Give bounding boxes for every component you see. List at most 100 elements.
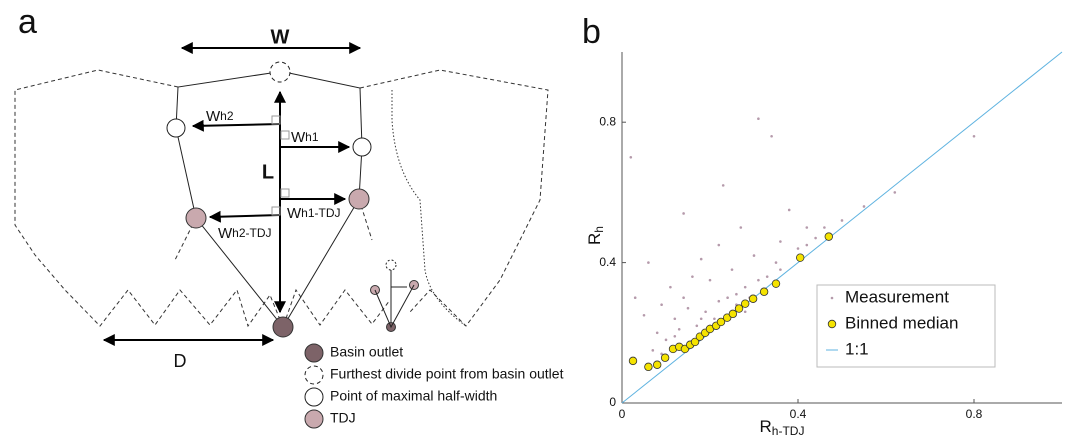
measurement-point bbox=[642, 313, 646, 317]
label-main: W bbox=[218, 225, 233, 242]
measurement-point bbox=[739, 226, 743, 229]
measurement-point bbox=[840, 219, 844, 222]
measurement-point bbox=[743, 285, 747, 289]
y-tick-label: 0 bbox=[609, 395, 616, 409]
legend-label: Furthest divide point from basin outlet bbox=[330, 366, 564, 382]
legend-symbol bbox=[304, 365, 324, 385]
measurement-point bbox=[717, 299, 721, 303]
measurement-point bbox=[695, 324, 699, 328]
y-axis-label: Rh bbox=[585, 226, 606, 245]
width-label: W bbox=[271, 26, 290, 48]
legend-label: Basin outlet bbox=[330, 344, 403, 360]
label-main: W bbox=[206, 108, 221, 125]
measurement-point bbox=[647, 261, 650, 264]
median-point bbox=[824, 232, 833, 241]
label-main: W bbox=[291, 129, 306, 146]
measurement-point bbox=[673, 335, 677, 338]
tdj-point bbox=[185, 207, 207, 229]
half-width-point bbox=[352, 137, 372, 157]
median-point bbox=[628, 356, 638, 366]
median-point bbox=[741, 299, 750, 308]
label-sub: h2-TDJ bbox=[232, 226, 271, 240]
wh1-tdj-label: Wh1-TDJ bbox=[287, 205, 341, 222]
measurement-point bbox=[660, 352, 663, 356]
x-axis-label: Rh-TDJ bbox=[760, 417, 805, 438]
measurement-point bbox=[730, 268, 734, 271]
median-point bbox=[728, 309, 738, 319]
measurement-point bbox=[669, 285, 672, 289]
label-sub: h2 bbox=[220, 109, 234, 123]
measurement-point bbox=[735, 292, 738, 296]
label-main: W bbox=[287, 205, 302, 222]
legend-label: Binned median bbox=[845, 313, 958, 332]
median-point bbox=[644, 362, 653, 372]
label-main: R bbox=[760, 417, 772, 436]
right-angle bbox=[280, 188, 290, 198]
median-point bbox=[748, 294, 758, 303]
measurement-point bbox=[823, 226, 826, 229]
wh2-tdj-label: Wh2-TDJ bbox=[218, 225, 272, 242]
measurement-point bbox=[752, 254, 756, 257]
x-tick-label: 0 bbox=[619, 407, 626, 421]
measurement-point bbox=[862, 205, 866, 208]
measurement-point bbox=[664, 338, 668, 342]
measurement-point bbox=[779, 240, 782, 243]
measurement-point bbox=[972, 134, 976, 138]
measurement-point bbox=[682, 212, 685, 215]
measurement-point bbox=[651, 349, 655, 352]
right-angle bbox=[271, 115, 281, 125]
outer-divide bbox=[14, 69, 391, 329]
panel-label: b bbox=[582, 13, 601, 51]
diagram: W L D Wh2 Wh1 Wh1-TDJ Wh2-TDJ Basin outl… bbox=[14, 26, 564, 429]
measurement-point bbox=[757, 117, 760, 120]
label-sub: h bbox=[592, 226, 606, 233]
divide-point bbox=[269, 61, 291, 83]
measurement-point bbox=[673, 317, 677, 321]
measurement-point bbox=[660, 303, 663, 307]
half-width-arrow bbox=[191, 119, 281, 132]
measurement-point bbox=[633, 296, 637, 300]
right-angle bbox=[280, 130, 290, 140]
legend-label: TDJ bbox=[330, 410, 356, 426]
sub-basin bbox=[391, 90, 467, 327]
distance-label: D bbox=[174, 351, 187, 371]
label-sub: h-TDJ bbox=[772, 424, 805, 438]
scatter-chart: 0 0.4 0.800.40.8Rh-TDJRhMeasurementBinned … bbox=[585, 51, 1063, 438]
measurement-point bbox=[805, 226, 809, 229]
panel-label: a bbox=[18, 3, 37, 41]
length-label: L bbox=[262, 161, 274, 183]
tdj-point bbox=[348, 188, 370, 210]
median-point bbox=[722, 313, 732, 322]
median-point bbox=[796, 253, 805, 262]
measurement-point bbox=[770, 134, 773, 138]
half-width-point bbox=[166, 118, 186, 138]
label-main: R bbox=[585, 233, 604, 245]
legend-label: Measurement bbox=[845, 287, 949, 306]
measurement-point bbox=[796, 247, 800, 250]
y-tick-label: 0.8 bbox=[599, 114, 616, 128]
wh2-label: Wh2 bbox=[206, 108, 234, 125]
median-point bbox=[734, 304, 744, 313]
wh1-label: Wh1 bbox=[291, 129, 319, 146]
measurement-point bbox=[699, 317, 703, 321]
legend-symbol bbox=[304, 343, 324, 363]
legend-symbol bbox=[304, 387, 324, 407]
measurement-point bbox=[757, 278, 760, 282]
measurement-point bbox=[721, 184, 725, 187]
x-tick-label: 0.4 bbox=[790, 407, 807, 421]
measurement-point bbox=[774, 261, 778, 264]
measurement-point bbox=[682, 296, 685, 300]
legend-box bbox=[816, 284, 996, 368]
divide-point bbox=[385, 259, 397, 271]
outer-divide bbox=[359, 69, 549, 327]
x-tick-label: 0.8 bbox=[966, 407, 983, 421]
measurement-point bbox=[677, 327, 681, 331]
measurement-point bbox=[765, 275, 769, 278]
measurement-point bbox=[726, 296, 729, 300]
outlet-point bbox=[272, 316, 294, 338]
median-point bbox=[660, 353, 670, 362]
median-point bbox=[759, 287, 769, 296]
measurement-point bbox=[655, 331, 659, 335]
measurement-point bbox=[691, 275, 694, 278]
